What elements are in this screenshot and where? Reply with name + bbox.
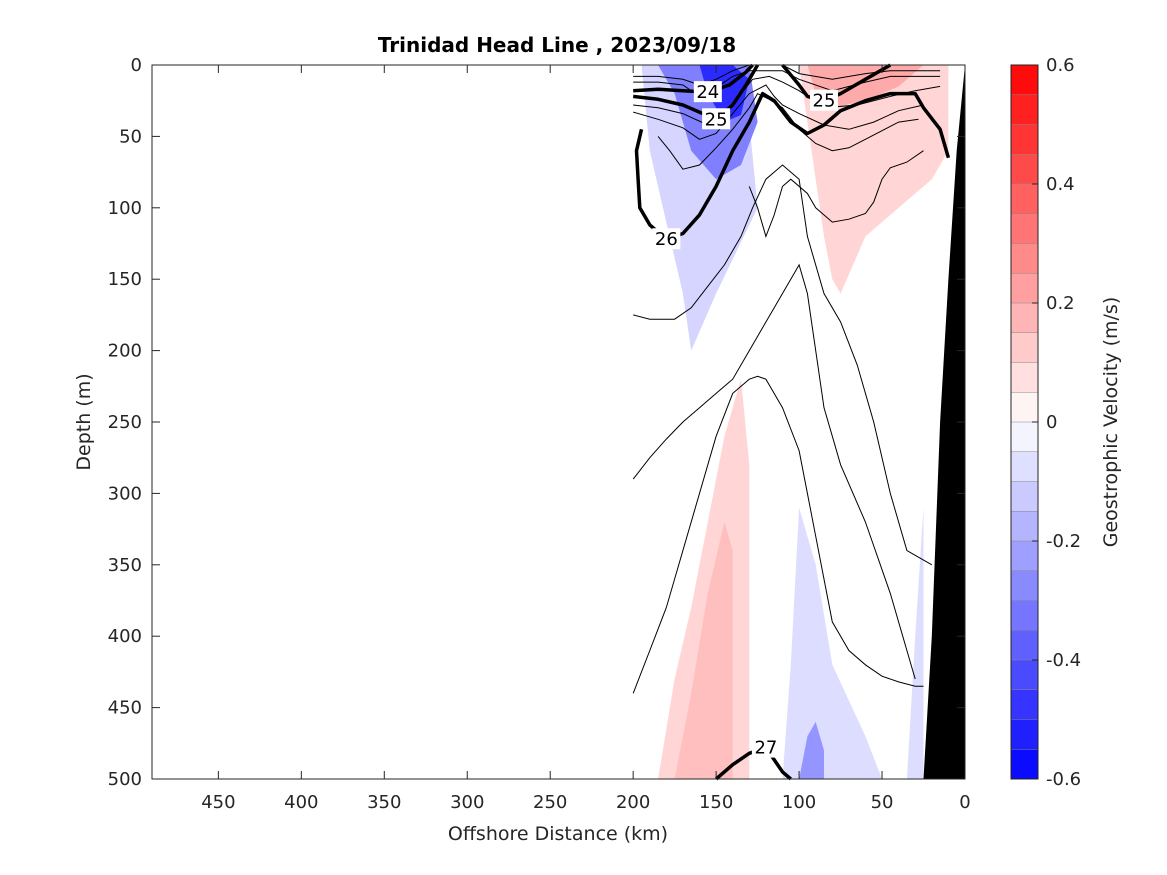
velocity-region-6 [674,522,733,779]
thin-contour-2 [633,75,941,126]
thin-contour-layer [632,64,941,694]
x-tick-label-250: 250 [533,792,567,813]
x-axis-ticks: 450 400 350 300 250 200 150 100 50 0 [201,65,971,813]
thin-contour-5 [748,150,924,238]
colorbar-segment-4 [1011,184,1038,215]
colorbar-segment-11 [1011,392,1038,423]
colorbar-segment-0 [1011,65,1038,96]
colorbar-segment-10 [1011,362,1038,393]
y-tick-label-300: 300 [108,483,142,504]
chart-title: Trinidad Head Line , 2023/09/18 [378,33,736,57]
x-axis-label: Offshore Distance (km) [448,823,668,845]
thin-contour-7 [632,263,916,680]
colorbar-segment-7 [1011,273,1038,304]
colorbar-segment-20 [1011,660,1038,691]
colorbar-tick-label-0.4: 0.4 [1046,174,1075,195]
x-tick-label-0: 0 [959,792,970,813]
colorbar-segment-5 [1011,213,1038,244]
contour-label-layer: 24 25 25 26 27 [652,81,838,759]
colorbar-segment-14 [1011,481,1038,512]
x-tick-label-350: 350 [367,792,401,813]
colorbar-segment-19 [1011,630,1038,661]
colorbar-segment-6 [1011,243,1038,274]
x-tick-label-450: 450 [201,792,235,813]
velocity-region-9 [906,507,924,779]
contour-label-26-3: 26 [655,229,678,250]
bathymetry-layer [923,65,965,779]
x-tick-label-300: 300 [450,792,484,813]
x-tick-label-200: 200 [616,792,650,813]
colorbar-segment-22 [1011,719,1038,750]
colorbar-tick-label--0.2: -0.2 [1046,531,1081,552]
colorbar-segment-9 [1011,332,1038,363]
colorbar-segment-15 [1011,511,1038,542]
thin-contour-3 [633,84,924,140]
contour-label-bg-24-0 [693,81,722,103]
colorbar-tick-label--0.4: -0.4 [1046,650,1081,671]
velocity-region-7 [782,507,882,779]
y-tick-label-350: 350 [108,555,142,576]
colorbar-segments [1011,64,1038,780]
colorbar-segment-23 [1011,749,1038,780]
colorbar-segment-8 [1011,303,1038,334]
contour-label-27-4: 27 [754,738,777,759]
colorbar-segment-13 [1011,451,1038,482]
colorbar-tick-label--0.6: -0.6 [1046,769,1081,790]
colorbar-segment-2 [1011,124,1038,155]
thin-contour-1 [633,70,941,97]
colorbar-ticks: -0.6 -0.4 -0.2 0 0.2 0.4 0.6 [1032,55,1081,790]
y-tick-label-100: 100 [108,198,142,219]
contour-label-bg-26-3 [652,228,681,250]
y-axis-ticks: 0 50 100 150 200 250 300 350 400 450 500 [108,55,965,790]
y-tick-label-0: 0 [131,55,142,76]
contour-label-25-1: 25 [705,109,728,130]
colorbar-tick-label-0: 0 [1046,412,1057,433]
colorbar-tick-label-0.6: 0.6 [1046,55,1075,76]
contour-label-bg-25-2 [809,89,838,111]
colorbar-segment-1 [1011,94,1038,125]
velocity-region-8 [799,721,824,779]
contour-label-25-2: 25 [813,91,836,112]
y-tick-label-200: 200 [108,341,142,362]
colorbar: -0.6 -0.4 -0.2 0 0.2 0.4 0.6 Geostrophic Veloc… [1010,55,1122,790]
contour-label-bg-25-1 [702,108,731,130]
y-tick-label-400: 400 [108,626,142,647]
x-tick-label-100: 100 [782,792,816,813]
x-tick-label-150: 150 [699,792,733,813]
bathymetry-polygon [923,65,965,779]
contour-label-24-0: 24 [696,82,719,103]
colorbar-segment-21 [1011,689,1038,720]
y-tick-label-450: 450 [108,698,142,719]
colorbar-segment-3 [1011,154,1038,185]
y-tick-label-50: 50 [119,126,142,147]
x-tick-label-50: 50 [871,792,894,813]
y-tick-label-250: 250 [108,412,142,433]
thin-contour-6 [633,164,933,566]
colorbar-segment-12 [1011,422,1038,453]
y-axis-label: Depth (m) [73,373,95,470]
thin-contour-8 [632,375,924,694]
colorbar-segment-16 [1011,541,1038,572]
colorbar-label: Geostrophic Velocity (m/s) [1100,297,1122,547]
y-tick-label-500: 500 [108,769,142,790]
velocity-region-3 [799,65,949,294]
colorbar-segment-17 [1011,570,1038,601]
contour-label-bg-27-4 [751,736,780,758]
colorbar-segment-18 [1011,600,1038,631]
colorbar-tick-label-0.2: 0.2 [1046,293,1075,314]
x-tick-label-400: 400 [284,792,318,813]
y-tick-label-150: 150 [108,269,142,290]
density-contour-26 [634,91,951,241]
